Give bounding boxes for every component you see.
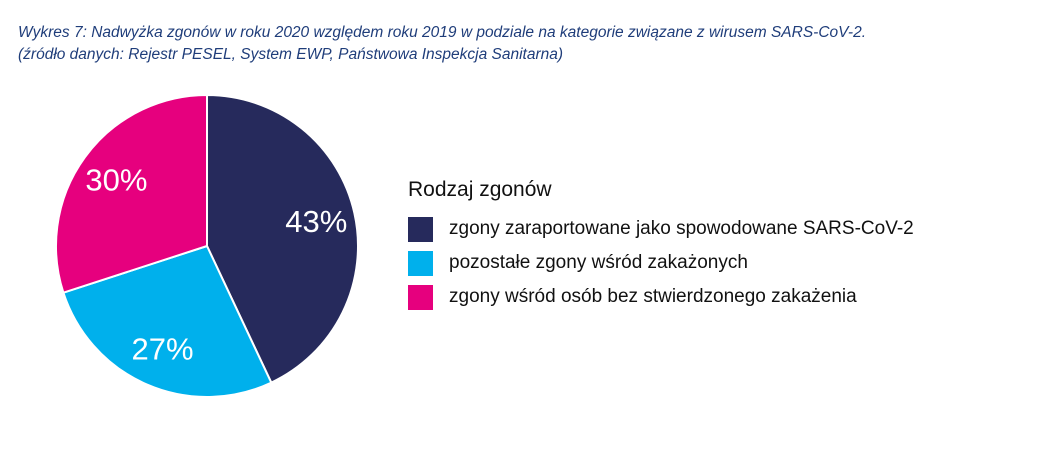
slice-value-label: 30% [85, 163, 147, 198]
pie-slice [62, 244, 273, 398]
chart-caption: Wykres 7: Nadwyżka zgonów w roku 2020 wz… [18, 22, 866, 66]
legend-item: zgony zaraportowane jako spowodowane SAR… [408, 212, 914, 246]
legend-item: zgony wśród osób bez stwierdzonego zakaż… [408, 280, 914, 314]
caption-line-2: (źródło danych: Rejestr PESEL, System EW… [18, 46, 564, 63]
pie-slice [206, 93, 359, 384]
legend-label: zgony zaraportowane jako spowodowane SAR… [449, 218, 914, 239]
pie-slice [55, 93, 208, 294]
caption-line-1: Wykres 7: Nadwyżka zgonów w roku 2020 wz… [18, 24, 867, 41]
slice-value-label: 27% [131, 331, 193, 366]
chart-legend: Rodzaj zgonów zgony zaraportowane jako s… [408, 178, 914, 314]
legend-label: pozostałe zgony wśród zakażonych [449, 252, 748, 273]
legend-item: pozostałe zgony wśród zakażonych [408, 246, 914, 280]
legend-swatch [408, 216, 433, 242]
slice-value-label: 43% [285, 204, 347, 239]
legend-swatch [408, 284, 433, 310]
legend-label: zgony wśród osób bez stwierdzonego zakaż… [449, 286, 857, 307]
legend-swatch [408, 250, 433, 276]
legend-title: Rodzaj zgonów [408, 178, 552, 201]
